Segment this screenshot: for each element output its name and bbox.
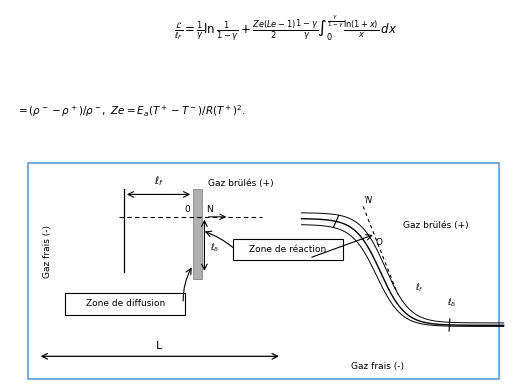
Text: $\ell_f$: $\ell_f$ xyxy=(154,174,163,188)
Text: 0: 0 xyxy=(185,205,190,214)
Text: Gaz brülés (+): Gaz brülés (+) xyxy=(403,221,468,230)
FancyBboxPatch shape xyxy=(233,239,343,259)
Bar xyxy=(193,189,202,279)
Text: $= (\rho^- - \rho^+)/\rho^-,\ Ze = E_a(T^+ - T^-)/R(T^+)^2.$: $= (\rho^- - \rho^+)/\rho^-,\ Ze = E_a(T… xyxy=(16,103,245,119)
Text: Zone de diffusion: Zone de diffusion xyxy=(86,299,165,308)
Text: Gaz brülés (+): Gaz brülés (+) xyxy=(208,179,274,188)
Text: 'N: 'N xyxy=(363,196,373,205)
Text: $\frac{\mathcal{L}}{\ell_F} = \frac{1}{\gamma}\ln\frac{1}{1-\gamma} + \frac{Ze(L: $\frac{\mathcal{L}}{\ell_F} = \frac{1}{\… xyxy=(174,13,397,43)
Text: $\ell_f$: $\ell_f$ xyxy=(415,281,425,294)
Text: L: L xyxy=(155,341,162,351)
FancyBboxPatch shape xyxy=(65,293,185,315)
Text: Gaz frais (-): Gaz frais (-) xyxy=(351,362,404,371)
Text: $\ell_\delta$: $\ell_\delta$ xyxy=(210,242,220,254)
Text: N: N xyxy=(206,205,213,214)
Text: $\ell_\delta$: $\ell_\delta$ xyxy=(447,297,457,309)
Text: Zone de réaction: Zone de réaction xyxy=(249,245,326,254)
Text: O: O xyxy=(376,238,383,247)
Text: Gaz frais (-): Gaz frais (-) xyxy=(43,225,52,278)
